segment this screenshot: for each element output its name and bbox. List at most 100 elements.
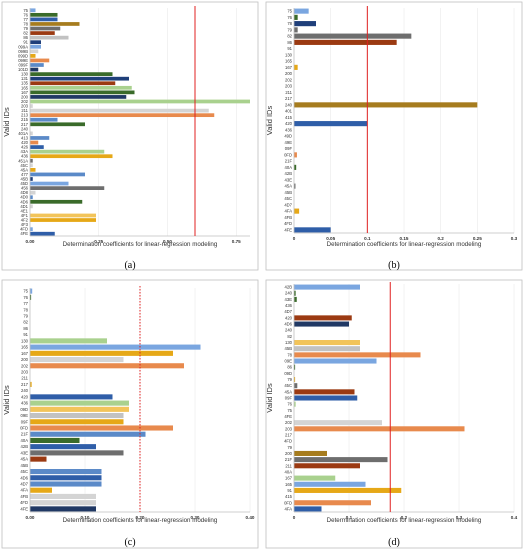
panel-letter: (c) — [124, 537, 135, 548]
y-tick-label: 415 — [285, 494, 293, 499]
y-tick-label: 165 — [285, 482, 293, 487]
bar-101D — [30, 67, 39, 72]
y-tick-label: 45D — [20, 181, 28, 186]
bar-09E — [30, 413, 124, 419]
y-tick-label: 165 — [285, 59, 293, 64]
y-tick-label: 217 — [21, 382, 29, 387]
bar-79 — [294, 27, 298, 33]
y-tick-label: 426 — [21, 145, 29, 150]
bar-202 — [30, 99, 250, 104]
bar-167 — [30, 90, 135, 95]
y-tick-label: 09E — [21, 413, 29, 418]
y-tick-label: 45C — [284, 383, 292, 388]
y-tick-label: 91 — [287, 46, 292, 51]
bar-217 — [30, 122, 85, 127]
x-tick-label: 0.2 — [437, 236, 444, 241]
y-tick-label: 4FA — [285, 506, 293, 511]
y-tick-label: 82 — [287, 34, 292, 39]
x-tick-label: 0.05 — [326, 236, 335, 241]
x-tick-label: 0.4 — [511, 515, 518, 520]
y-tick-label: 217 — [21, 122, 29, 127]
y-tick-label: 40A — [21, 438, 29, 443]
bar-099A — [30, 44, 41, 49]
y-tick-label: 76 — [23, 12, 28, 17]
y-tick-label: 211 — [21, 376, 28, 381]
bar-21F — [30, 431, 146, 437]
y-tick-label: 75 — [23, 8, 28, 13]
y-tick-label: 09F — [21, 419, 29, 424]
bar-4D1 — [30, 204, 33, 209]
x-tick-label: 0 — [293, 515, 296, 520]
y-tick-label: 135 — [21, 81, 29, 86]
bar-4FD — [30, 500, 96, 506]
y-tick-label: 4D7 — [284, 202, 292, 207]
y-tick-label: 131 — [21, 76, 29, 81]
y-tick-label: 4FE — [284, 414, 292, 419]
bar-78 — [30, 22, 80, 26]
panel-frame — [265, 1, 523, 271]
y-axis-title: Valid IDs — [2, 107, 11, 137]
bar-86 — [30, 35, 69, 40]
bar-45A — [30, 168, 36, 172]
bar-45C — [30, 163, 33, 168]
y-tick-label: 202 — [285, 77, 293, 82]
y-tick-label: 40A — [285, 165, 293, 170]
bar-78 — [294, 352, 421, 358]
y-tick-label: 130 — [21, 72, 29, 77]
bar-202 — [30, 363, 184, 369]
bar-130 — [294, 340, 360, 346]
y-tick-label: 099A — [18, 44, 28, 49]
bar-200 — [30, 95, 127, 99]
x-tick-label: 0.25 — [94, 239, 103, 244]
bar-426 — [30, 145, 44, 149]
y-tick-label: 4FE — [20, 231, 28, 236]
y-tick-label: 49D — [284, 134, 292, 139]
y-tick-label: 76 — [287, 15, 292, 20]
bar-76 — [30, 294, 32, 300]
bar-202 — [294, 420, 382, 426]
y-tick-label: 82 — [23, 31, 28, 36]
bar-130 — [30, 72, 113, 76]
bar-45C — [294, 383, 298, 389]
bar-4FA — [294, 208, 300, 214]
y-tick-label: 45A — [285, 389, 293, 394]
y-tick-label: 4D8 — [20, 190, 28, 195]
y-tick-label: 40A — [285, 469, 293, 474]
y-tick-label: 4D1 — [20, 204, 28, 209]
y-tick-label: 401A — [18, 131, 28, 136]
y-tick-label: 42B — [285, 285, 293, 290]
bar-211 — [294, 463, 360, 469]
y-tick-label: 211 — [21, 108, 28, 113]
y-tick-label: 4D7 — [20, 482, 28, 487]
y-tick-label: 200 — [285, 451, 293, 456]
x-tick-label: 0.75 — [232, 239, 241, 244]
y-tick-label: 43E — [285, 297, 293, 302]
x-tick-label: 0.40 — [246, 515, 255, 520]
x-tick-label: 0.1 — [364, 236, 371, 241]
y-tick-label: 099B — [18, 49, 28, 54]
bar-4FA — [294, 506, 322, 512]
y-tick-label: 240 — [21, 388, 29, 393]
y-tick-label: 4D0 — [20, 195, 28, 200]
y-tick-label: 167 — [21, 90, 29, 95]
bar-420 — [30, 394, 113, 400]
bar-200 — [294, 450, 327, 456]
y-tick-label: 167 — [285, 476, 293, 481]
y-tick-label: 4D6 — [20, 199, 28, 204]
bar-43E — [30, 450, 124, 456]
bar-4D6 — [294, 321, 349, 327]
y-tick-label: 45C — [20, 163, 28, 168]
bar-45B — [294, 346, 360, 352]
y-tick-label: 21F — [285, 457, 293, 462]
x-axis-title: Determination coefficients for linear-re… — [327, 517, 482, 524]
bar-211 — [30, 108, 209, 113]
bar-240 — [294, 290, 296, 296]
bar-76 — [30, 12, 58, 17]
bar-099D — [30, 54, 36, 58]
y-tick-label: 09F — [285, 396, 293, 401]
y-tick-label: 167 — [21, 351, 29, 356]
bar-203 — [294, 426, 465, 432]
y-tick-label: 42B — [21, 444, 29, 449]
chart-panel-d: 42B24043E4364D74204D62408213045B7809E860… — [265, 279, 523, 549]
y-tick-label: 420 — [21, 140, 29, 145]
